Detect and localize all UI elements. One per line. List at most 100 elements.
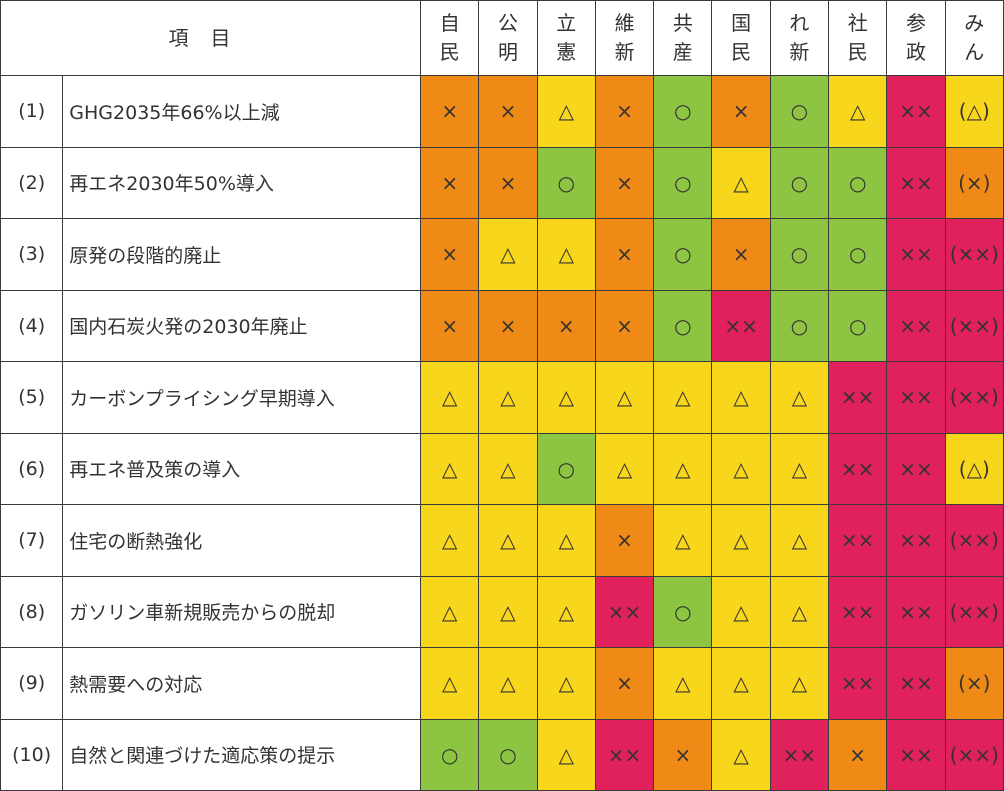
- rating-mark: △: [558, 742, 574, 767]
- row-number: (3): [0, 218, 64, 291]
- rating-cell: △: [711, 432, 771, 505]
- rating-cell: ○: [420, 718, 480, 791]
- rating-cell: ××: [828, 504, 888, 577]
- rating-mark: ×: [732, 242, 750, 267]
- rating-cell: (××): [944, 289, 1004, 362]
- rating-cell: △: [711, 718, 771, 791]
- rating-mark: ××: [899, 313, 933, 338]
- row-number: (1): [0, 75, 64, 148]
- rating-cell: ×: [594, 218, 655, 291]
- party-header-8: 参政: [886, 0, 946, 76]
- table-row: (9) 熱需要への対応 △ △ △ × △ △ △ ×× ×× (×): [0, 647, 1004, 720]
- rating-mark: ○: [790, 313, 809, 338]
- rating-cell: ××: [886, 218, 946, 291]
- rating-cell: ○: [828, 289, 888, 362]
- table-row: (1) GHG2035年66%以上減 × × △ × ○ × ○ △ ×× (△): [0, 75, 1004, 148]
- rating-mark: ○: [557, 170, 575, 195]
- rating-mark: ××: [899, 528, 933, 553]
- rating-cell: △: [653, 504, 713, 577]
- rating-cell: ○: [828, 146, 888, 219]
- rating-cell: ○: [536, 432, 596, 505]
- rating-mark: ××: [724, 313, 758, 338]
- rating-cell: ○: [478, 718, 538, 791]
- rating-mark: ○: [790, 99, 809, 124]
- row-label: 自然と関連づけた適応策の提示: [62, 718, 422, 791]
- rating-mark: (××): [949, 528, 999, 553]
- rating-mark: (××): [949, 313, 999, 338]
- rating-cell: (△): [944, 432, 1004, 505]
- row-label: 再エネ2030年50%導入: [62, 146, 422, 219]
- rating-mark: △: [500, 599, 516, 624]
- rating-mark: △: [791, 385, 808, 410]
- rating-mark: ××: [899, 385, 933, 410]
- rating-cell: ××: [828, 361, 888, 434]
- rating-cell: ××: [828, 575, 888, 648]
- rating-mark: ×: [441, 313, 459, 338]
- rating-mark: △: [500, 528, 516, 553]
- rating-cell: ×: [536, 289, 596, 362]
- rating-cell: △: [478, 432, 538, 505]
- rating-cell: △: [478, 647, 538, 720]
- rating-cell: △: [420, 575, 480, 648]
- rating-cell: △: [594, 432, 655, 505]
- rating-cell: ×: [594, 146, 655, 219]
- rating-cell: △: [769, 432, 830, 505]
- rating-cell: ×: [653, 718, 713, 791]
- rating-mark: △: [733, 599, 749, 624]
- table-row: (6) 再エネ普及策の導入 △ △ ○ △ △ △ △ ×× ×× (△): [0, 432, 1004, 505]
- rating-cell: ××: [886, 718, 946, 791]
- row-label: 再エネ普及策の導入: [62, 432, 422, 505]
- rating-mark: △: [442, 456, 458, 481]
- rating-mark: ××: [899, 99, 933, 124]
- rating-mark: △: [558, 599, 574, 624]
- rating-mark: ×: [499, 99, 517, 124]
- rating-cell: ○: [769, 289, 830, 362]
- rating-mark: △: [558, 99, 574, 124]
- rating-cell: △: [478, 504, 538, 577]
- rating-mark: ×: [616, 99, 633, 124]
- rating-cell: ×: [420, 289, 480, 362]
- rating-cell: ××: [886, 647, 946, 720]
- rating-mark: (××): [949, 242, 999, 267]
- rating-mark: △: [733, 170, 749, 195]
- rating-cell: (××): [944, 218, 1004, 291]
- rating-cell: ××: [886, 75, 946, 148]
- row-label: ガソリン車新規販売からの脱却: [62, 575, 422, 648]
- rating-cell: △: [828, 75, 888, 148]
- rating-cell: △: [769, 647, 830, 720]
- rating-mark: ×: [499, 313, 517, 338]
- rating-mark: △: [442, 671, 458, 696]
- rating-mark: ×: [674, 742, 692, 767]
- row-number: (5): [0, 361, 64, 434]
- rating-mark: ×: [441, 99, 459, 124]
- rating-mark: △: [733, 528, 749, 553]
- row-number: (4): [0, 289, 64, 362]
- row-number: (8): [0, 575, 64, 648]
- rating-mark: ××: [840, 528, 875, 553]
- rating-mark: △: [500, 456, 516, 481]
- rating-mark: ○: [499, 742, 517, 767]
- rating-cell: ○: [653, 289, 713, 362]
- rating-cell: ○: [828, 218, 888, 291]
- party-header-3: 維新: [594, 0, 655, 76]
- rating-mark: ○: [790, 170, 809, 195]
- rating-mark: ×: [441, 170, 459, 195]
- row-label: 国内石炭火発の2030年廃止: [62, 289, 422, 362]
- rating-cell: △: [711, 647, 771, 720]
- rating-mark: (△): [958, 99, 990, 124]
- rating-cell: (××): [944, 504, 1004, 577]
- party-header-5: 国民: [711, 0, 771, 76]
- rating-mark: ××: [899, 242, 933, 267]
- rating-cell: △: [478, 575, 538, 648]
- rating-cell: △: [420, 504, 480, 577]
- rating-mark: △: [675, 456, 691, 481]
- rating-cell: △: [420, 361, 480, 434]
- rating-mark: ×: [732, 99, 750, 124]
- rating-cell: ××: [886, 575, 946, 648]
- rating-cell: ×: [594, 504, 655, 577]
- rating-cell: △: [536, 75, 596, 148]
- rating-mark: ××: [899, 742, 933, 767]
- rating-mark: ××: [840, 385, 875, 410]
- rating-mark: △: [558, 671, 574, 696]
